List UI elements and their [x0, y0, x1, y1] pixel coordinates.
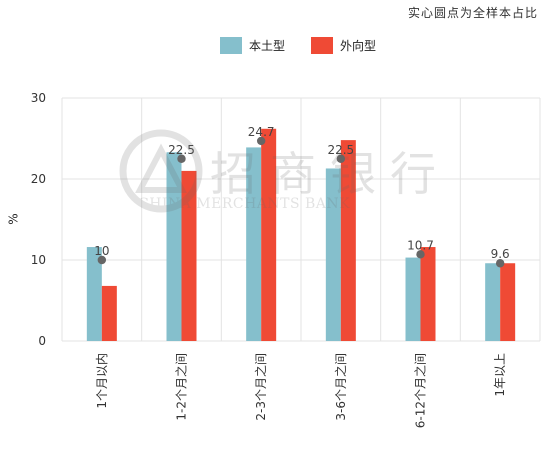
legend-swatch-foreign [311, 37, 334, 54]
bar-foreign [500, 263, 516, 341]
overall-marker [495, 259, 505, 268]
overall-marker [97, 255, 107, 265]
overall-value-label: 24.7 [248, 125, 275, 139]
overall-value-label: 9.6 [491, 247, 510, 261]
bar-foreign [181, 170, 197, 341]
bar-foreign [101, 285, 117, 341]
y-tick-label: 30 [31, 91, 46, 105]
overall-value-label: 22.5 [327, 143, 354, 157]
y-tick-label: 20 [31, 172, 46, 186]
x-tick-label: 1年以上 [493, 353, 507, 397]
overall-marker [256, 136, 266, 146]
overall-marker [416, 250, 425, 259]
chart-note: 实心圆点为全样本占比 [407, 6, 538, 20]
bar-foreign [261, 128, 277, 341]
bar-domestic [485, 263, 501, 341]
legend-swatch-domestic [220, 37, 242, 54]
bar-domestic [325, 168, 341, 341]
watermark: 招商银行 CHINA MERCHANTS BANK [118, 128, 458, 228]
bar-foreign [340, 140, 356, 341]
x-tick-label: 3-6个月之间 [334, 353, 348, 421]
bank-logo-icon [119, 129, 203, 213]
legend: 本土型 外向型 [220, 37, 402, 54]
y-tick-label: 10 [31, 253, 46, 267]
x-tick-label: 1个月以内 [95, 353, 109, 409]
overall-marker [336, 154, 346, 163]
overall-value-label: 22.5 [168, 143, 195, 157]
legend-label-foreign: 外向型 [340, 39, 377, 53]
legend-label-domestic: 本土型 [249, 39, 286, 53]
bar-domestic [405, 257, 421, 341]
x-tick-label: 1-2个月之间 [175, 353, 189, 421]
overall-marker [177, 154, 186, 163]
x-tick-label: 2-3个月之间 [254, 353, 268, 421]
bar-domestic [246, 147, 262, 341]
bar-domestic [86, 247, 102, 341]
bar-foreign [420, 247, 436, 341]
y-tick-label: 0 [38, 334, 46, 348]
overall-value-label: 10.7 [407, 238, 434, 252]
legend-item-foreign: 外向型 [311, 37, 376, 54]
watermark-text-en: CHINA MERCHANTS BANK [138, 196, 351, 212]
watermark-text-cn: 招商银行 [210, 147, 450, 201]
overall-value-label: 10 [94, 244, 109, 258]
x-tick-label: 6-12个月之间 [414, 353, 428, 428]
legend-item-domestic: 本土型 [220, 37, 285, 54]
bar-domestic [166, 152, 182, 341]
